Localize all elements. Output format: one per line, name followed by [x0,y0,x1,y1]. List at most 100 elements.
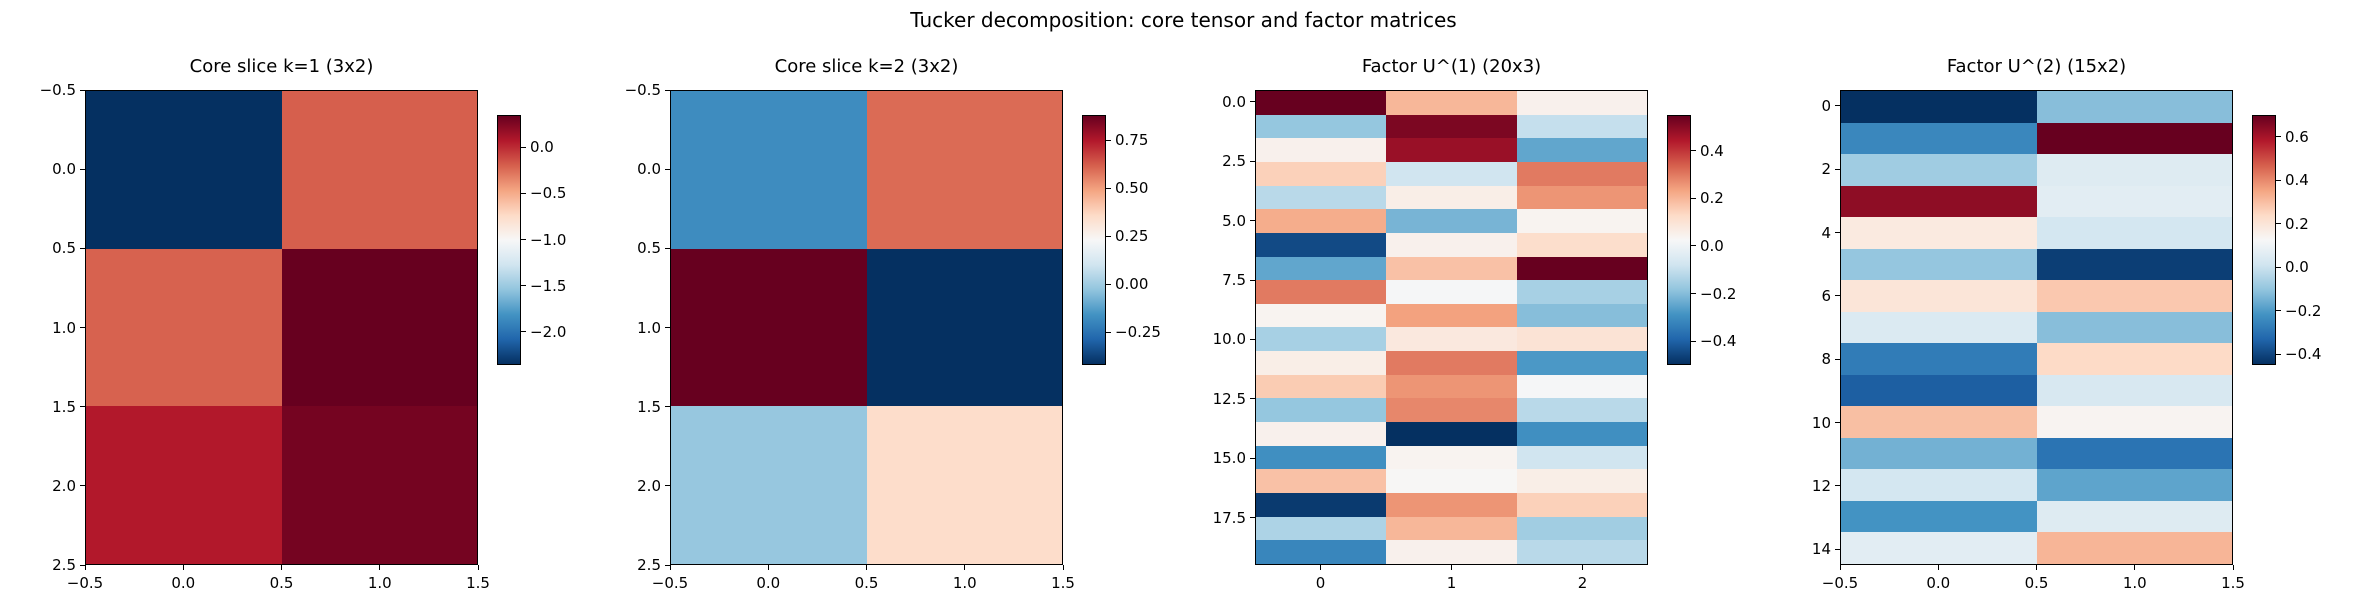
y-tick-label: 2.5 [637,556,661,574]
heatmap-cell [866,91,1062,249]
y-tick-mark [1835,422,1840,423]
heatmap-cell [1256,256,1387,281]
subplot-title: Core slice k=1 (3x2) [189,56,374,77]
colorbar-tick-mark [1106,139,1111,141]
heatmap-cell [2036,185,2232,218]
x-tick-mark [1582,565,1583,570]
subplot-title: Factor U^(1) (20x3) [1361,56,1542,77]
heatmap-cell [1256,209,1387,233]
y-tick-mark [1835,168,1840,170]
x-tick-label: 0.0 [1926,574,1951,592]
y-tick-mark [1250,398,1255,400]
colorbar-tick-label: 0.6 [2285,127,2309,146]
colorbar-tick-mark [521,239,526,241]
colorbar-tick-label: 0.25 [1115,227,1149,246]
colorbar-tick-label: 0.00 [1115,275,1149,294]
colorbar-tick-mark [521,285,526,287]
heatmap-cell [2036,406,2232,438]
heatmap-cell [1516,445,1647,470]
figure-title: Tucker decomposition: core tensor and fa… [910,8,1457,32]
heatmap-cell [1386,540,1517,564]
colorbar-tick-mark [1106,331,1111,333]
y-tick-mark [80,89,85,91]
heatmap-cell [1386,374,1517,399]
colorbar-tick-mark [2276,223,2281,225]
subplot-title: Core slice k=2 (3x2) [774,56,959,77]
colorbar [2252,115,2276,365]
heatmap-cell [1256,540,1387,564]
heatmap-cell [281,248,477,407]
heatmap-cell [1841,91,2037,123]
colorbar-tick-label: −0.2 [1700,284,1737,303]
colorbar-tick-label: −0.2 [2285,301,2322,320]
heatmap-cell [866,248,1062,407]
heatmap-cell [1256,138,1387,162]
heatmap-cell [1841,500,2037,533]
heatmap-cell [1386,161,1517,186]
x-tick-label: 1.5 [2221,574,2245,592]
x-tick-label: −0.5 [1821,574,1859,592]
y-tick-mark [80,406,85,408]
heatmap-cell [1256,445,1387,470]
heatmap-cell [1516,114,1647,139]
y-tick-label: 0 [1821,96,1831,115]
y-tick-label: 2.0 [637,476,661,495]
heatmap-cell [1386,422,1517,446]
y-tick-mark [80,168,85,170]
x-tick-label: 2 [1577,574,1588,592]
heatmap-cell [281,91,477,249]
heatmap-cell [86,91,282,249]
colorbar [1667,115,1691,365]
heatmap-cell [2036,91,2232,123]
colorbar-tick-label: −0.4 [1700,332,1737,351]
heatmap-cell [1256,280,1387,304]
heatmap-cell [1256,114,1387,139]
heatmap-cell [86,406,282,564]
x-tick-mark [964,565,966,570]
colorbar-tick-label: 0.75 [1115,131,1149,149]
heatmap-cell [1386,232,1517,257]
y-tick-label: 1.5 [52,397,76,416]
colorbar-tick-mark [521,192,526,194]
heatmap-cell [1841,532,2037,564]
heatmap-cell [1516,422,1647,446]
y-tick-mark [80,327,85,328]
colorbar-tick-mark [1691,245,1696,247]
heatmap-cell [1386,138,1517,162]
heatmap-cell [1256,422,1387,446]
heatmap-cell [1841,469,2037,501]
colorbar-tick-mark [1691,150,1696,152]
heatmap-cell [1841,311,2037,344]
y-tick-label: 10 [1811,413,1831,432]
colorbar-tick-mark [521,331,526,333]
heatmap-cell [1386,185,1517,210]
y-tick-mark [80,564,85,566]
x-tick-mark [1451,565,1452,570]
y-tick-label: 2.5 [1222,152,1246,171]
heatmap-cell [2036,280,2232,312]
y-tick-label: 2.0 [52,476,76,495]
heatmap-cell [1841,122,2037,155]
heatmap-cell [1386,303,1517,328]
heatmap-cell [1256,161,1387,186]
heatmap-cell [1841,248,2037,281]
heatmap-cell [1841,280,2037,312]
x-tick-mark [1937,565,1939,570]
heatmap-cell [1516,209,1647,233]
x-tick-label: 1.0 [2122,574,2147,592]
y-tick-mark [1835,232,1840,233]
y-tick-mark [80,247,85,249]
y-tick-label: 0.0 [1222,92,1246,111]
x-tick-label: 0.5 [854,574,879,592]
y-tick-label: 0.0 [52,160,76,179]
heatmap [85,90,478,565]
heatmap-cell [1386,91,1517,115]
heatmap-cell [866,406,1062,564]
x-tick-label: 1.0 [952,574,977,592]
y-tick-mark [1250,279,1255,281]
heatmap [670,90,1063,565]
heatmap-cell [1516,91,1647,115]
y-tick-mark [1250,457,1255,459]
y-tick-label: 14 [1811,540,1831,559]
x-tick-mark [669,565,671,570]
